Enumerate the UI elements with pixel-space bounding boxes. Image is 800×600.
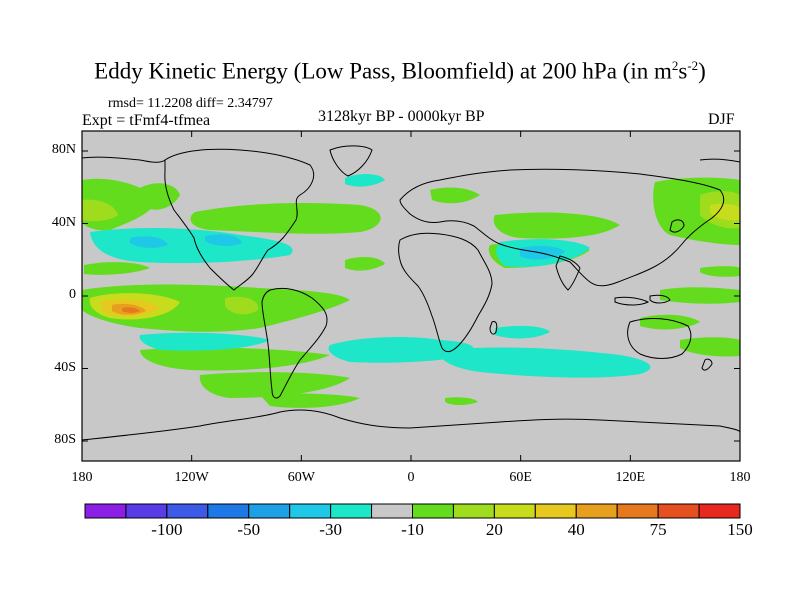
coastline-ne-asia	[699, 158, 740, 163]
positive-region	[660, 287, 740, 304]
positive-region	[700, 266, 740, 277]
coastline-se-asia	[649, 294, 671, 304]
experiment-label: Expt = tFmf4-tfmea	[82, 112, 211, 129]
negative-region	[130, 236, 168, 248]
y-tick-label: 40S	[54, 359, 76, 375]
x-tick-label: 120W	[174, 470, 209, 485]
colorbar-swatch	[452, 503, 495, 519]
coastline-madagascar	[489, 321, 498, 335]
y-tick-label: 80N	[51, 142, 76, 157]
colorbar-label: 75	[649, 520, 667, 539]
colorbar-swatch	[698, 503, 741, 519]
positive-region	[122, 307, 140, 313]
colorbar-swatch	[330, 503, 373, 519]
coastlines	[82, 145, 740, 441]
period-label: 3128kyr BP - 0000kyr BP	[318, 108, 485, 125]
negative-region	[439, 347, 651, 378]
coastline-south-america	[261, 287, 328, 399]
coastline-india	[555, 255, 581, 291]
coastline-new-zealand	[701, 358, 713, 371]
x-tick-label: 60W	[287, 470, 315, 485]
positive-region	[493, 212, 620, 239]
stats-text: rmsd= 11.2208 diff= 2.34797	[108, 96, 273, 111]
y-tick-label: 40N	[51, 214, 76, 230]
x-tick-label: 180	[729, 470, 751, 485]
positive-region	[190, 202, 381, 234]
colorbar-swatch	[657, 503, 700, 519]
colorbar-label: 20	[485, 520, 503, 539]
colorbar-swatch	[616, 503, 659, 519]
positive-region	[140, 347, 330, 371]
positive-region	[199, 372, 350, 398]
positive-region	[710, 203, 740, 221]
colorbar-swatch	[207, 503, 250, 519]
x-tick-label: 120E	[615, 470, 646, 485]
colorbar-swatch	[125, 503, 168, 519]
x-tick-label: 180	[71, 470, 93, 485]
coastline-eurasia	[399, 168, 725, 287]
map-title: Eddy Kinetic Energy (Low Pass, Bloomfiel…	[94, 58, 706, 84]
coastline-antarctica	[82, 409, 740, 441]
colorbar-swatch	[493, 503, 536, 519]
colorbar-swatch	[412, 503, 454, 519]
x-tick-label: 0	[407, 470, 415, 485]
colorbar-swatch	[534, 503, 577, 519]
negative-region	[345, 174, 385, 187]
colorbar-label: -100	[151, 520, 183, 539]
colorbar-label: 40	[567, 520, 585, 539]
colorbar-swatch	[371, 503, 413, 519]
negative-region	[495, 325, 550, 339]
positive-region	[140, 183, 180, 210]
negative-region	[139, 332, 270, 351]
anomaly-fields	[82, 174, 740, 408]
colorbar-label: -50	[237, 520, 261, 539]
coastline-africa	[398, 232, 493, 353]
positive-region	[260, 393, 360, 408]
coastline-north-america	[164, 148, 315, 291]
colorbar-label: -10	[401, 520, 424, 539]
colorbar-swatch	[248, 503, 291, 519]
positive-region	[345, 256, 385, 271]
y-tick-marks	[82, 150, 740, 442]
season-label: DJF	[708, 111, 735, 128]
y-tick-label: 80S	[54, 432, 76, 447]
y-tick-label: 0	[69, 287, 76, 302]
coastline-alaska	[82, 156, 166, 163]
colorbar-label: 150	[727, 520, 753, 539]
positive-region	[225, 296, 259, 315]
positive-region	[84, 262, 150, 275]
coastline-australia	[627, 318, 692, 359]
x-tick-label: 60E	[509, 470, 532, 485]
x-tick-marks	[81, 131, 741, 461]
colorbar-swatch	[84, 503, 127, 519]
colorbar	[84, 503, 741, 519]
positive-region	[680, 337, 740, 357]
coastline-greenland	[329, 145, 373, 177]
positive-region	[82, 199, 118, 222]
positive-region	[430, 187, 480, 204]
colorbar-label: -30	[319, 520, 342, 539]
colorbar-swatch	[575, 503, 618, 519]
negative-region	[328, 337, 474, 363]
coastline-japan	[669, 219, 685, 233]
colorbar-swatch	[289, 503, 332, 519]
negative-region	[205, 234, 242, 246]
coastline-se-asia	[614, 296, 650, 306]
positive-region	[445, 397, 478, 405]
colorbar-swatch	[166, 503, 209, 519]
